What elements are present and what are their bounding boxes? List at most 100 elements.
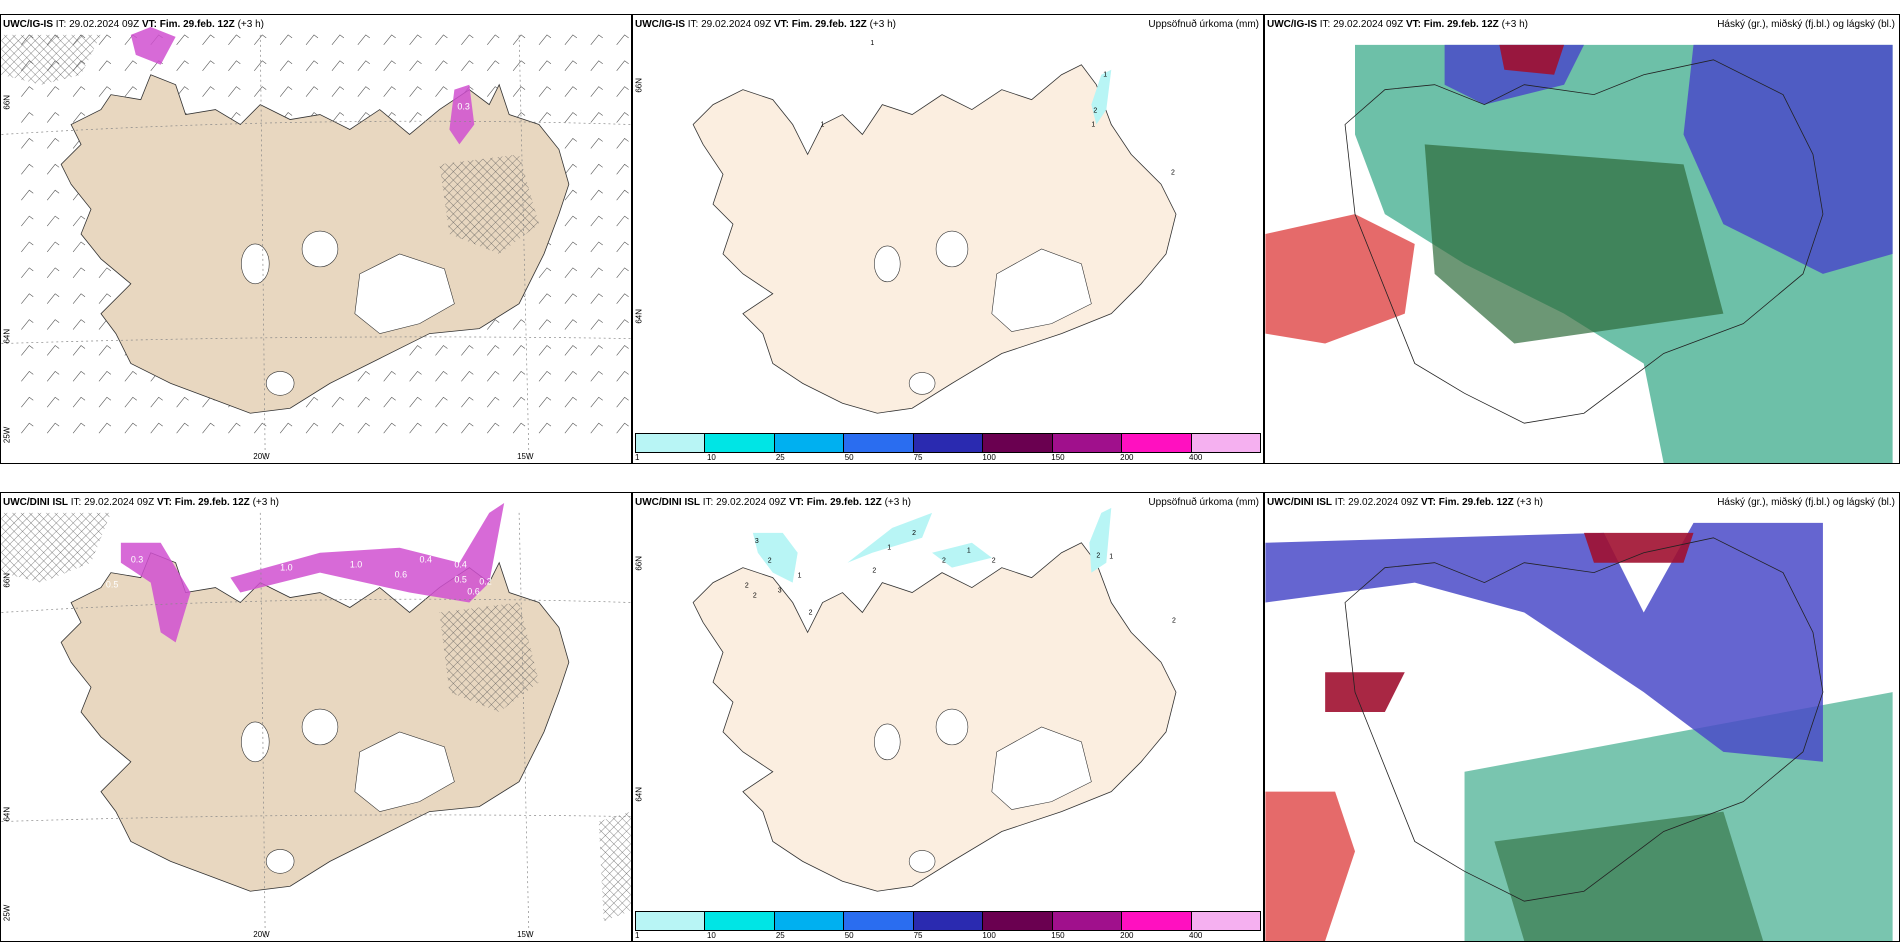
wind-barb [202,422,215,434]
wind-barb [98,293,112,304]
wind-barb [538,345,552,356]
wind-barb [254,34,267,46]
wind-barb [409,370,422,382]
wind-barb [590,138,603,149]
wind-map-panel-ig-is: 0.3 0.3 20W 15W 66N 64N 25W UWC/IG-IS IT… [0,14,632,464]
lat-label: 64N [2,329,11,344]
wind-barb [616,34,629,46]
wind-barb [279,34,293,46]
iceland-outline [1344,59,1824,424]
wind-barb [46,138,60,149]
wind-barb [487,370,500,382]
precip-map-panel-dini: 3 2 2 2 1 2 3 2 1 2 2 1 2 2 1 2 66N 64N … [632,492,1264,942]
iceland-outline [1344,537,1824,902]
wind-barb [202,60,215,71]
precip-mark: 1 [1103,72,1107,79]
wind-barb [590,86,603,97]
wind-barb [461,370,474,382]
wind-barb [435,422,448,434]
wind-barb [616,163,629,175]
wind-barb [590,163,603,175]
map-value: 0.3 [187,45,199,55]
wind-barb [228,422,241,434]
wind-barb [616,60,629,71]
wind-barb [72,319,86,330]
wind-barb [331,422,345,434]
wind-barb [383,396,396,408]
colorbar-ticks: 1 10 25 50 75 100 150 200 400 [635,931,1203,940]
wind-barb [21,215,34,227]
cloud-map-panel-dini: UWC/DINI ISL IT: 29.02.2024 09Z VT: Fim.… [1264,492,1900,942]
panel-right-title: Háský (gr.), miðský (fj.bl.) og lágský (… [1717,19,1895,30]
wind-barb [461,60,474,71]
wind-barb [46,293,60,304]
wind-barb [590,215,603,227]
wind-barb [435,345,448,356]
wind-barb [279,422,293,434]
wind-barb [357,396,370,408]
wind-barb [512,319,526,330]
wind-barb [564,138,578,149]
lat-label: 64N [634,309,643,324]
wind-barb [98,345,112,356]
wind-barb [616,293,629,304]
wind-barb [383,34,396,46]
wind-barb [72,112,86,123]
precip-mark: 2 [1172,617,1176,624]
wind-barb [512,422,526,434]
wind-barb [590,396,603,408]
panel-right-title: Háský (gr.), miðský (fj.bl.) og lágský (… [1717,497,1895,508]
precip-mark: 1 [798,573,802,580]
wind-barb [383,370,396,382]
wind-barb [21,345,34,356]
wind-barb [21,241,34,253]
wind-barb [538,86,552,97]
wind-barb [590,370,603,382]
wind-barb [72,422,86,434]
corner-label: 25W [2,904,11,921]
wind-barb [435,396,448,408]
panel-title: UWC/IG-IS IT: 29.02.2024 09Z VT: Fim. 29… [1267,19,1528,30]
wind-barb [21,112,34,123]
wind-barb [98,267,112,279]
lat-label: 66N [2,573,11,588]
wind-barb [21,422,34,434]
wind-barb [590,319,603,330]
wind-barb [616,241,629,253]
wind-barb [357,422,370,434]
precip-mark: 2 [768,558,772,565]
wind-barb [487,34,500,46]
wind-barb [590,34,603,46]
wind-barb [150,422,163,434]
wind-barb [357,60,370,71]
panel-title: UWC/DINI ISL IT: 29.02.2024 09Z VT: Fim.… [3,497,279,508]
wind-barb [487,422,500,434]
wind-barb [487,396,500,408]
wind-barb [538,422,552,434]
lat-label: 64N [634,787,643,802]
wind-barb [72,396,86,408]
map-value: 1.0 [280,563,292,573]
wind-barb [98,34,112,46]
wind-barb [564,319,578,330]
wind-barb [176,396,189,408]
wind-barb [98,86,112,97]
wind-barb [461,34,474,46]
colorbar-ticks: 1 10 25 50 75 100 150 200 400 [635,453,1203,462]
wind-barb [279,60,293,71]
wind-barb [124,86,137,97]
precip-mark: 2 [809,609,813,616]
panel-right-title: Uppsöfnuð úrkoma (mm) [1148,19,1259,30]
wind-barb [46,241,60,253]
wind-barb [46,86,60,97]
map-value: 0.6 [395,570,407,580]
wind-barb [254,422,267,434]
map-value: 0.4 [454,560,466,570]
wind-barb [21,370,34,382]
precip-mark: 2 [1093,108,1097,115]
lat-label: 66N [634,556,643,571]
wind-barb [124,370,137,382]
wind-barb [590,345,603,356]
wind-barb [46,163,60,175]
wind-barb [46,319,60,330]
